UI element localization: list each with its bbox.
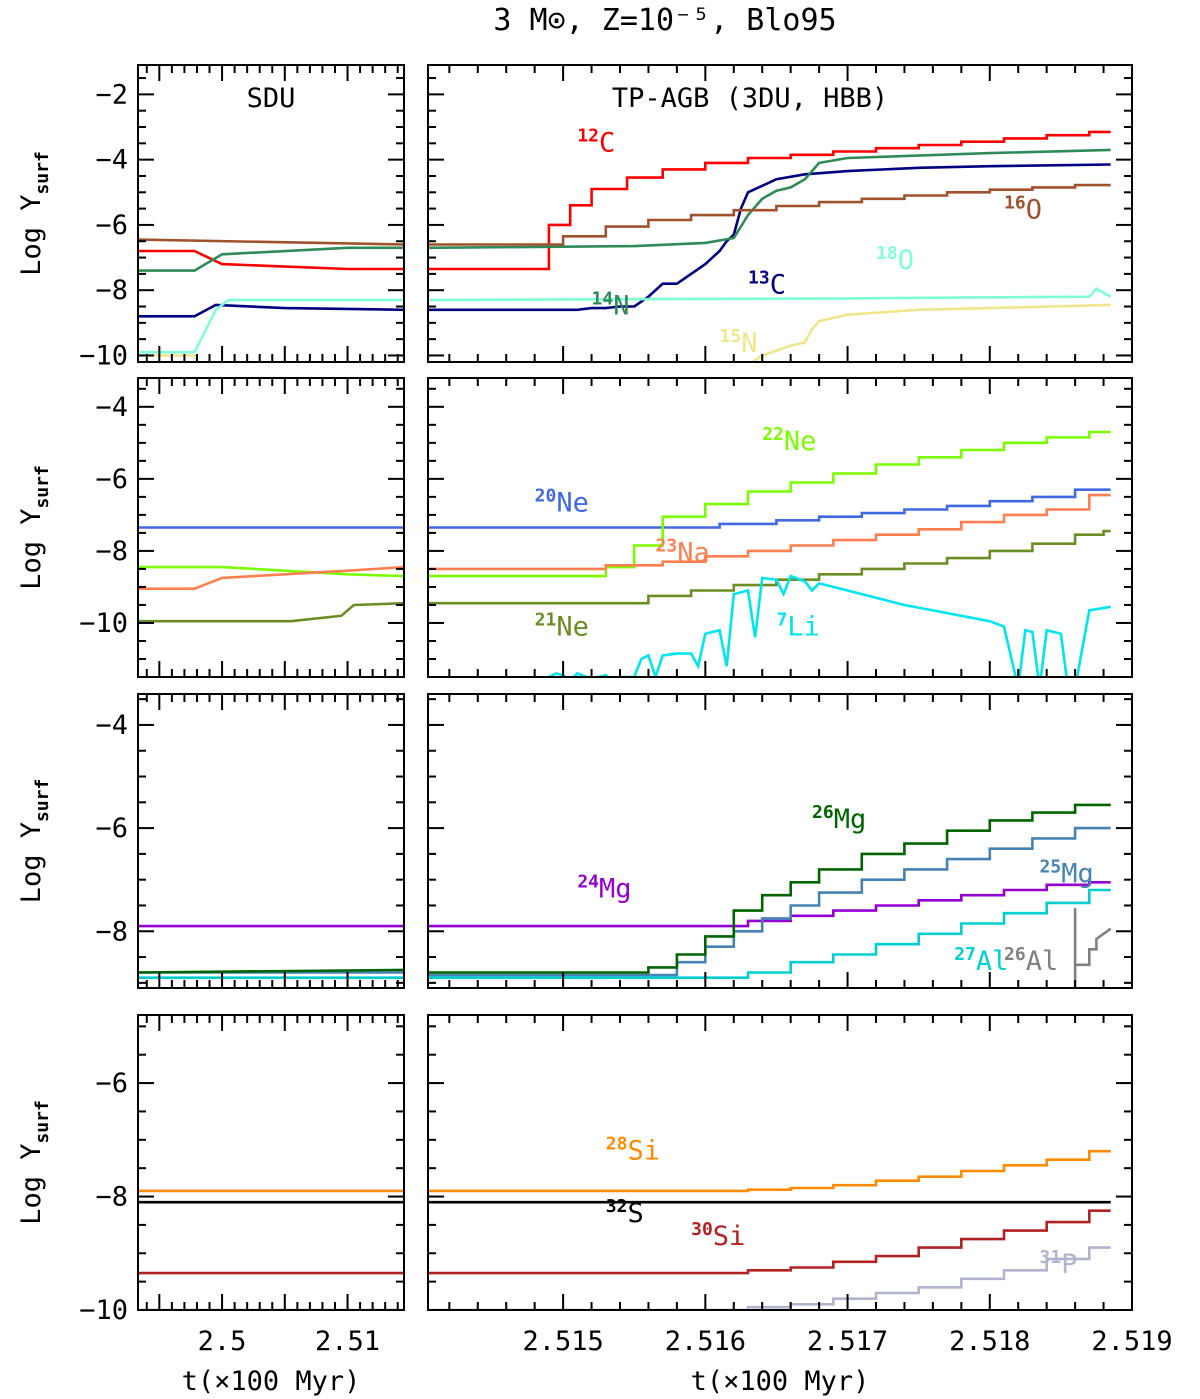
- y-tick-label: −8: [95, 1182, 128, 1213]
- series-26Al-agb: [1073, 908, 1112, 988]
- label-28Si: 28Si: [606, 1134, 660, 1167]
- panel-nena-agb: 20Ne 21Ne 22Ne 23Na 7Li: [427, 377, 1133, 678]
- series-20Ne-agb: [428, 488, 1111, 529]
- y-tick-label: −8: [95, 275, 128, 306]
- label-23Na: 23Na: [656, 536, 710, 569]
- label-18O: 18O: [876, 243, 914, 276]
- panel-frame: [137, 64, 405, 363]
- series-22Ne-agb: [428, 430, 1111, 578]
- label-30Si: 30Si: [691, 1219, 745, 1252]
- series-24Mg-agb: [428, 881, 1111, 928]
- label-25Mg: 25Mg: [1040, 856, 1094, 889]
- series-18O-agb: [428, 286, 1112, 302]
- y-axis-label: Log Ysurf: [16, 465, 53, 590]
- series-18O-sdu: [138, 298, 404, 354]
- x-tick-label: 2.51: [315, 1326, 380, 1357]
- y-axis-label: Log Ysurf: [16, 779, 53, 904]
- series-15N-agb: [750, 303, 1111, 362]
- x-axis-label: t(×100 Myr): [691, 1366, 870, 1397]
- y-tick-label: −6: [95, 813, 128, 844]
- label-15N: 15N: [720, 326, 758, 359]
- x-tick-label: 2.517: [807, 1326, 888, 1357]
- label-12C: 12C: [577, 125, 615, 158]
- label-14N: 14N: [592, 289, 630, 322]
- label-22Ne: 22Ne: [762, 424, 816, 457]
- series-14N-sdu: [138, 246, 404, 272]
- series-12C-sdu: [138, 249, 404, 271]
- y-tick-label: −2: [95, 79, 128, 110]
- panel-frame: [427, 693, 1133, 989]
- series-31P-agb: [428, 1246, 1111, 1310]
- series-13C-sdu: [138, 303, 404, 318]
- series-26Mg-sdu: [138, 968, 404, 974]
- panel-cno-sdu: −10 −8 −6 −4 −2 SDU: [79, 64, 405, 371]
- y-tick-label: −10: [79, 608, 128, 639]
- series-25Mg-agb: [428, 826, 1111, 977]
- series-28Si-agb: [428, 1149, 1111, 1193]
- panel-frame: [137, 693, 405, 989]
- y-tick-label: −8: [95, 916, 128, 947]
- figure-title: 3 M⊙, Z=10⁻⁵, Blo95: [493, 3, 836, 38]
- y-tick-label: −10: [79, 340, 128, 371]
- column-header-agb: TP-AGB (3DU, HBB): [612, 83, 888, 114]
- y-axis-label: Log Ysurf: [16, 1100, 53, 1225]
- x-tick-label: 2.516: [665, 1326, 746, 1357]
- y-axis-label: Log Ysurf: [16, 151, 53, 276]
- panel-frame: [137, 377, 405, 678]
- y-tick-label: −6: [95, 1068, 128, 1099]
- x-tick-label: 2.5: [198, 1326, 247, 1357]
- panel-mgal-sdu: −8 −6 −4: [95, 693, 405, 989]
- series-23Na-sdu: [138, 565, 404, 590]
- label-26Al: 26Al: [1004, 944, 1058, 977]
- panel-frame: [427, 1014, 1133, 1311]
- label-16O: 16O: [1004, 192, 1042, 225]
- label-7Li: 7Li: [776, 610, 819, 643]
- x-tick-label: 2.519: [1091, 1326, 1172, 1357]
- panel-sip-agb: 2.515 2.516 2.517 2.518 2.519 t(×100 Myr) 28Si…: [427, 1014, 1173, 1397]
- series-14N-agb: [428, 148, 1111, 250]
- series-27Al-agb: [428, 888, 1111, 979]
- label-31P: 31P: [1040, 1247, 1078, 1280]
- y-tick-label: −6: [95, 210, 128, 241]
- y-tick-label: −6: [95, 464, 128, 495]
- series-16O-sdu: [138, 238, 404, 246]
- y-tick-label: −4: [95, 710, 128, 741]
- y-tick-label: −4: [95, 392, 128, 423]
- panel-frame: [427, 64, 1133, 363]
- panels: −10 −8 −6 −4 −2 SDU TP-AGB (3DU, HBB) 12C 13C 14N…: [16, 64, 1173, 1397]
- label-32S: 32S: [606, 1196, 644, 1229]
- series-15N-sdu: [138, 354, 200, 362]
- series-22Ne-sdu: [138, 565, 404, 578]
- series-30Si-agb: [428, 1209, 1111, 1275]
- series-16O-agb: [428, 183, 1111, 246]
- series-26Mg-agb: [428, 803, 1111, 974]
- label-13C: 13C: [748, 267, 786, 300]
- panel-cno-agb: TP-AGB (3DU, HBB) 12C 13C 14N 15N 16O 18O: [427, 64, 1133, 363]
- panel-frame: [427, 377, 1133, 678]
- panel-frame: [137, 1014, 405, 1311]
- y-tick-label: −4: [95, 145, 128, 176]
- label-26Mg: 26Mg: [812, 802, 866, 835]
- column-header-sdu: SDU: [247, 83, 296, 114]
- label-24Mg: 24Mg: [577, 872, 631, 905]
- label-20Ne: 20Ne: [535, 485, 589, 518]
- x-tick-label: 2.515: [522, 1326, 603, 1357]
- x-axis-label: t(×100 Myr): [182, 1366, 361, 1397]
- y-tick-label: −10: [79, 1295, 128, 1326]
- series-7Li-agb: [548, 574, 1111, 677]
- series-23Na-agb: [428, 493, 1111, 571]
- series-21Ne-agb: [428, 529, 1111, 605]
- series-13C-agb: [428, 163, 1111, 312]
- panel-sip-sdu: −10 −8 −6 2.5 2.51 t(×100 Myr): [79, 1014, 405, 1397]
- y-tick-label: −8: [95, 536, 128, 567]
- label-27Al: 27Al: [954, 944, 1008, 977]
- series-12C-agb: [428, 130, 1111, 271]
- series-21Ne-sdu: [138, 601, 404, 623]
- label-21Ne: 21Ne: [535, 610, 589, 643]
- x-tick-label: 2.518: [949, 1326, 1030, 1357]
- panel-nena-sdu: −10 −8 −6 −4: [79, 377, 405, 678]
